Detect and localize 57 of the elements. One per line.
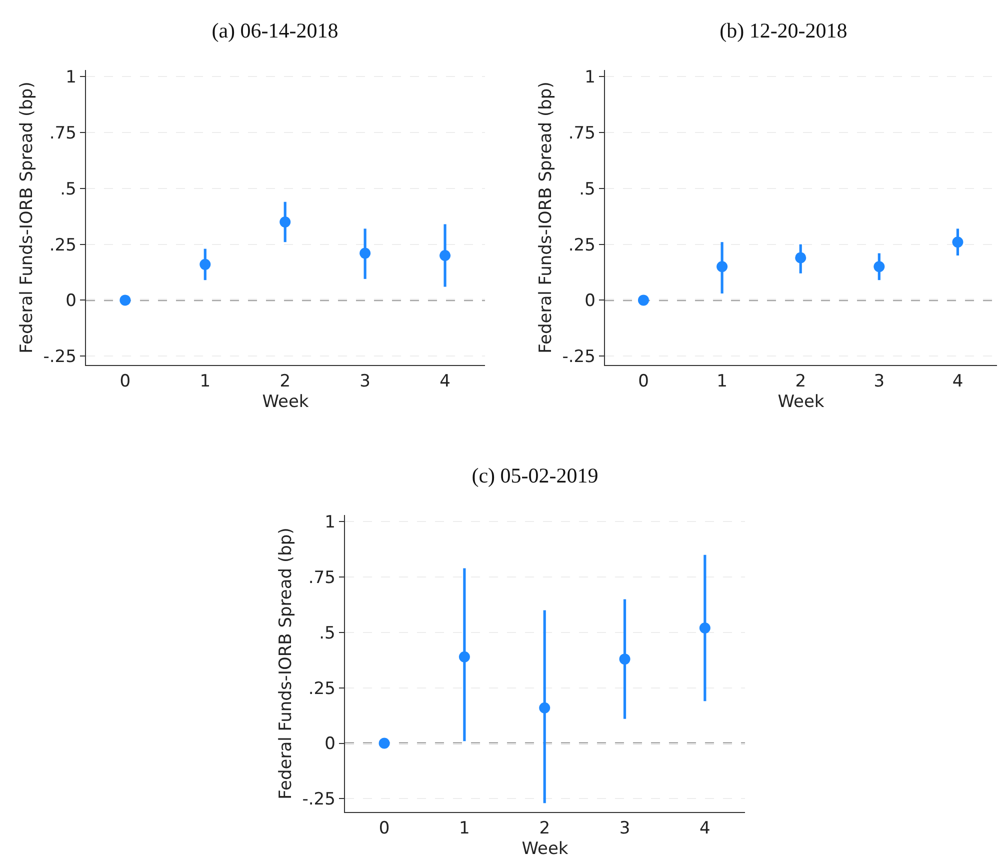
y-tick-label: .75: [308, 568, 336, 588]
x-tick-label: 3: [874, 372, 885, 392]
y-tick-label: .75: [49, 124, 76, 144]
y-tick-label: -.25: [562, 347, 596, 368]
chart-title: (a) 06-14-2018: [212, 18, 338, 42]
point: [120, 294, 131, 306]
point: [716, 261, 728, 272]
y-tick-label: 1: [66, 68, 76, 88]
y-tick-label: .5: [60, 179, 76, 200]
x-tick-label: 2: [795, 372, 806, 392]
y-axis-title: Federal Funds-IORB Spread (bp): [536, 82, 556, 354]
y-tick-label: 0: [584, 291, 596, 312]
y-tick-label: 0: [324, 734, 336, 754]
x-tick-label: 2: [280, 372, 291, 392]
point: [952, 236, 964, 248]
x-tick-label: 1: [716, 372, 728, 392]
chart-title: (b) 12-20-2018: [720, 18, 848, 42]
y-tick-label: .5: [579, 179, 596, 200]
y-tick-label: .25: [49, 235, 76, 256]
y-axis-title: Federal Funds-IORB Spread (bp): [276, 528, 296, 800]
y-tick-label: .75: [568, 124, 596, 144]
point: [360, 248, 371, 259]
point: [440, 250, 451, 261]
point: [200, 258, 211, 270]
x-tick-label: 4: [700, 818, 710, 839]
x-tick-label: 1: [200, 372, 211, 392]
x-tick-label: 0: [638, 372, 649, 392]
x-tick-label: 3: [360, 372, 370, 392]
point: [638, 294, 649, 306]
x-tick-label: 0: [120, 372, 131, 392]
y-tick-label: .25: [568, 235, 596, 256]
point: [458, 651, 470, 662]
x-tick-label: 2: [539, 818, 550, 839]
y-axis-title: Federal Funds-IORB Spread (bp): [16, 82, 37, 354]
y-tick-label: 1: [324, 512, 336, 533]
x-tick-label: 3: [619, 818, 630, 839]
chart-title: (c) 05-02-2019: [472, 463, 598, 488]
point: [699, 622, 710, 634]
y-tick-label: .5: [319, 623, 336, 644]
point: [795, 252, 806, 264]
y-tick-label: -.25: [302, 790, 336, 810]
y-tick-label: 1: [584, 68, 596, 88]
x-tick-label: 4: [440, 372, 450, 392]
x-tick-label: 4: [952, 372, 964, 392]
x-tick-label: 1: [459, 818, 470, 839]
y-tick-label: -.25: [43, 347, 76, 368]
point: [619, 654, 630, 665]
point: [539, 702, 550, 714]
y-tick-label: .25: [308, 678, 336, 699]
x-tick-label: 0: [378, 818, 390, 839]
x-axis-title: Week: [778, 392, 824, 412]
x-axis-title: Week: [262, 392, 309, 412]
y-tick-label: 0: [66, 291, 76, 312]
point: [874, 261, 885, 272]
point: [378, 738, 390, 749]
point: [280, 216, 291, 228]
x-axis-title: Week: [522, 838, 568, 859]
